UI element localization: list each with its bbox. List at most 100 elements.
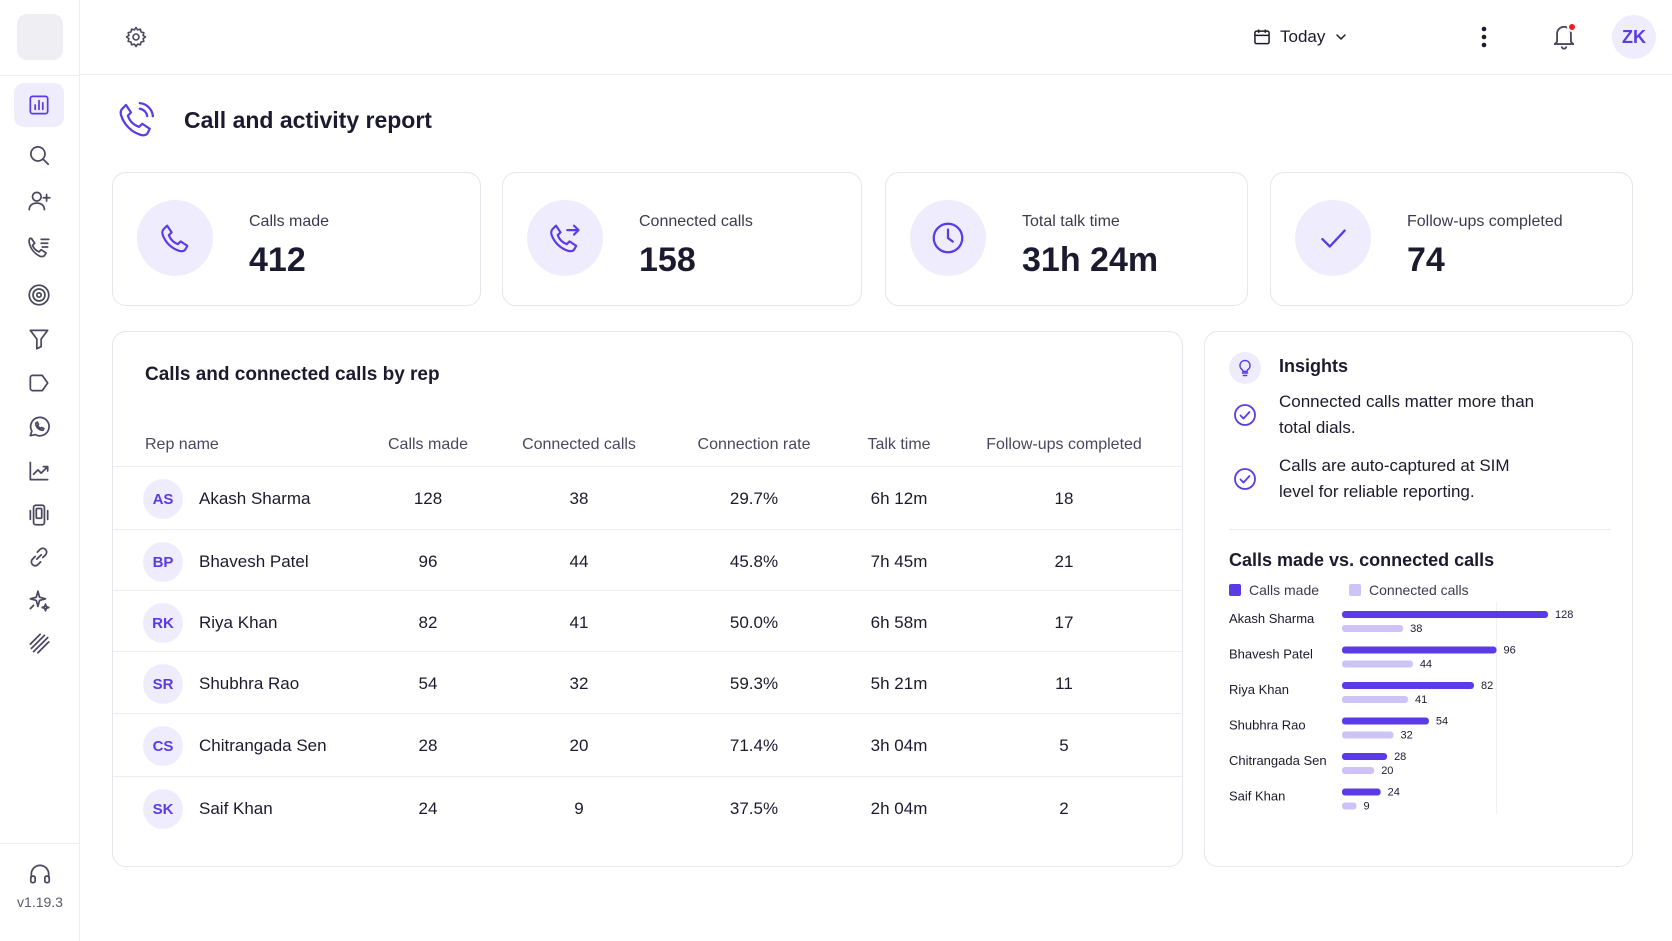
data-label: 32 [1401, 730, 1413, 742]
brand-stripes-icon [29, 633, 50, 654]
cell-connection-rate: 45.8% [729, 552, 779, 571]
lightbulb-icon [1229, 352, 1261, 384]
cell-follow-ups: 2 [1059, 799, 1069, 818]
cell-rep-name: Chitrangada Sen [199, 736, 327, 755]
cell-follow-ups: 18 [1054, 489, 1074, 508]
bar-calls-made [1342, 717, 1429, 725]
cell-connection-rate: 59.3% [729, 674, 779, 693]
stat-label: Calls made [249, 213, 330, 230]
cell-connected-calls: 9 [574, 799, 584, 818]
bar-calls-made [1342, 753, 1388, 760]
sidebar: v1.19.3 [0, 0, 80, 941]
sidebar-item-tag[interactable] [14, 361, 64, 405]
clock-icon [910, 200, 986, 276]
sidebar-item-link[interactable] [14, 535, 64, 579]
cell-connected-calls: 44 [569, 552, 589, 571]
bar-connected-calls [1342, 660, 1413, 668]
date-filter-dropdown[interactable]: Today [1252, 20, 1349, 54]
cell-rep-name: Riya Khan [199, 613, 278, 632]
data-label: 20 [1381, 765, 1393, 777]
data-label: 38 [1410, 623, 1422, 635]
column-header-calls-made: Calls made [387, 436, 469, 453]
cell-calls-made: 82 [418, 613, 438, 632]
column-header-talk-time: Talk time [867, 436, 931, 453]
target-icon [28, 284, 50, 306]
cell-connected-calls: 20 [569, 736, 589, 755]
logo [17, 14, 63, 60]
phone-list-icon [28, 237, 50, 258]
sidebar-item-bar-chart[interactable] [14, 83, 64, 127]
calls-bar-chart: Akash Sharma 128 38 Bhavesh Patel 96 44 Riya K… [1229, 602, 1573, 814]
cell-connection-rate: 29.7% [729, 489, 779, 508]
category-label: Saif Khan [1229, 789, 1285, 804]
sparkle-icon [29, 590, 50, 612]
stat-label: Total talk time [1022, 213, 1120, 230]
trend-up-icon [29, 461, 49, 481]
stat-value: 74 [1407, 241, 1445, 279]
data-label: 96 [1504, 645, 1516, 657]
bar-calls-made [1342, 682, 1474, 689]
sidebar-item-search[interactable] [14, 133, 64, 177]
date-filter-label: Today [1280, 27, 1326, 46]
cell-talk-time: 3h 04m [870, 736, 928, 755]
search-icon [30, 146, 50, 166]
cell-follow-ups: 11 [1055, 674, 1073, 693]
sidebar-item-sparkle[interactable] [14, 579, 64, 623]
bar-calls-made [1342, 646, 1497, 654]
sidebar-item-target[interactable] [14, 273, 64, 317]
sidebar-item-trend-up[interactable] [14, 449, 64, 493]
whatsapp-icon [29, 416, 50, 437]
stat-card-calls-made: Calls made 412 [112, 172, 481, 306]
cell-connection-rate: 50.0% [729, 613, 779, 632]
sidebar-item-device[interactable] [14, 493, 64, 537]
legend-item-connected-calls: Connected calls [1349, 582, 1469, 598]
table-row[interactable]: RK Riya Khan 82 41 50.0% 6h 58m 17 [113, 590, 1182, 654]
cell-connected-calls: 41 [569, 613, 589, 632]
insight-item: Calls are auto-captured at SIM level for… [1279, 456, 1510, 501]
column-header-connection-rate: Connection rate [697, 436, 811, 453]
chart-title: Calls made vs. connected calls [1229, 550, 1495, 570]
table-row[interactable]: SR Shubhra Rao 54 32 59.3% 5h 21m 11 [113, 651, 1182, 715]
cell-connection-rate: 37.5% [729, 799, 779, 818]
rep-table-card: Calls and connected calls by rep Rep nam… [112, 331, 1183, 867]
insights-title: Insights [1279, 356, 1349, 376]
sidebar-item-funnel[interactable] [14, 317, 64, 361]
rep-avatar: CS [143, 726, 183, 766]
cell-calls-made: 24 [418, 799, 438, 818]
stat-label: Connected calls [639, 213, 753, 230]
table-row[interactable]: AS Akash Sharma 128 38 29.7% 6h 12m 18 [113, 466, 1182, 530]
sidebar-item-brand-stripes[interactable] [14, 621, 64, 665]
data-label: 54 [1436, 716, 1448, 728]
gear-icon[interactable] [121, 22, 151, 52]
page-header: Call and activity report [116, 100, 432, 140]
bar-connected-calls [1342, 625, 1404, 632]
rep-avatar: AS [143, 479, 183, 519]
user-avatar[interactable]: ZK [1612, 15, 1656, 59]
cell-connection-rate: 71.4% [729, 736, 779, 755]
column-header-rep-name: Rep name [145, 436, 219, 453]
insights-divider [1229, 529, 1611, 530]
table-row[interactable]: SK Saif Khan 24 9 37.5% 2h 04m 2 [113, 776, 1182, 840]
bar-calls-made [1342, 611, 1548, 618]
sidebar-item-add-user[interactable] [14, 179, 64, 223]
device-icon [29, 504, 49, 526]
table-row[interactable]: CS Chitrangada Sen 28 20 71.4% 3h 04m 5 [113, 713, 1182, 777]
sidebar-item-phone-list[interactable] [14, 225, 64, 269]
rep-avatar: SK [143, 789, 183, 829]
data-label: 9 [1363, 801, 1369, 813]
bar-connected-calls [1342, 767, 1375, 774]
headphones-icon[interactable] [25, 860, 55, 888]
table-row[interactable]: BP Bhavesh Patel 96 44 45.8% 7h 45m 21 [113, 529, 1182, 593]
funnel-icon [29, 329, 49, 350]
data-label: 82 [1481, 680, 1493, 692]
notification-bell-icon[interactable] [1547, 18, 1581, 54]
tag-icon [29, 374, 49, 392]
cell-talk-time: 5h 21m [870, 674, 928, 693]
data-label: 24 [1388, 787, 1400, 799]
table-title: Calls and connected calls by rep [145, 364, 440, 385]
table-header: Rep name Calls made Connected calls Conn… [113, 426, 1182, 466]
sidebar-item-whatsapp[interactable] [14, 405, 64, 449]
link-icon [30, 547, 48, 567]
more-options-icon[interactable] [1470, 20, 1498, 54]
stat-card-total-talk-time: Total talk time 31h 24m [885, 172, 1248, 306]
